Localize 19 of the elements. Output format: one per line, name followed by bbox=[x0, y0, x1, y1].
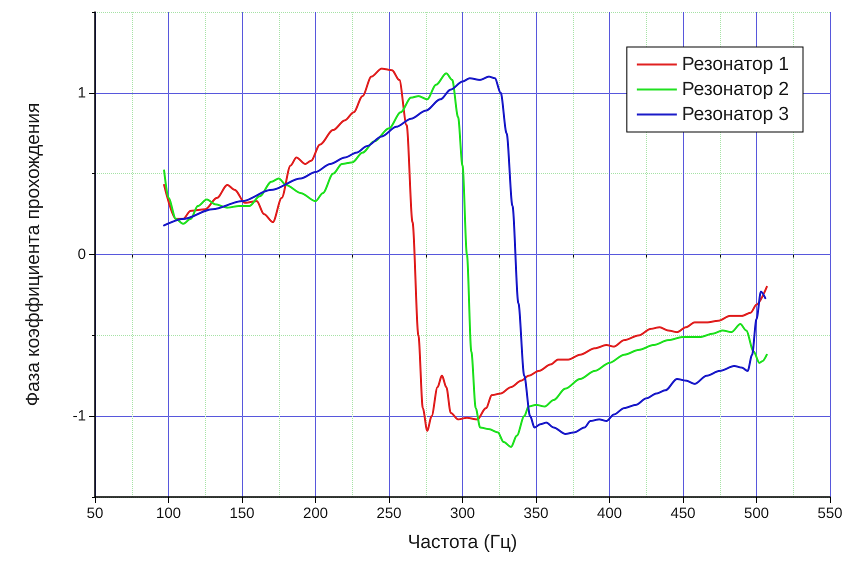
legend-label: Резонатор 2 bbox=[682, 79, 790, 100]
y-tick-label: 0 bbox=[78, 246, 86, 263]
x-axis-title: Частота (Гц) bbox=[408, 532, 518, 553]
y-tick-label: -1 bbox=[72, 408, 86, 425]
x-tick-label: 500 bbox=[744, 505, 770, 522]
x-tick-label: 450 bbox=[670, 505, 696, 522]
x-tick-label: 250 bbox=[376, 505, 402, 522]
x-tick-label: 100 bbox=[156, 505, 182, 522]
x-tick-label: 300 bbox=[450, 505, 476, 522]
x-tick-label: 200 bbox=[302, 505, 328, 522]
y-axis-title: Фаза коэффициента прохождения bbox=[23, 102, 44, 406]
x-tick-label: 150 bbox=[229, 505, 255, 522]
legend-label: Резонатор 1 bbox=[682, 54, 790, 75]
x-tick-label: 400 bbox=[596, 505, 622, 522]
x-tick-label: 550 bbox=[817, 505, 843, 522]
legend-label: Резонатор 3 bbox=[682, 104, 790, 125]
x-tick-label: 50 bbox=[86, 505, 104, 522]
y-tick-label: 1 bbox=[78, 84, 86, 102]
x-tick-label: 350 bbox=[523, 505, 549, 522]
